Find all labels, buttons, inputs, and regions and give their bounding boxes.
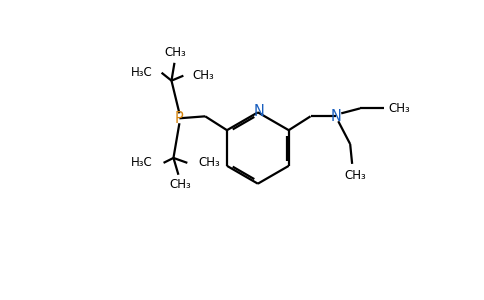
Text: N: N — [254, 104, 264, 119]
Text: N: N — [331, 109, 342, 124]
Text: CH₃: CH₃ — [165, 46, 186, 59]
Text: CH₃: CH₃ — [198, 156, 220, 170]
Text: P: P — [175, 111, 184, 126]
Text: CH₃: CH₃ — [192, 69, 214, 82]
Text: CH₃: CH₃ — [169, 178, 191, 191]
Text: CH₃: CH₃ — [389, 102, 410, 115]
Text: H₃C: H₃C — [131, 156, 152, 170]
Text: H₃C: H₃C — [131, 66, 152, 79]
Text: CH₃: CH₃ — [344, 169, 366, 182]
